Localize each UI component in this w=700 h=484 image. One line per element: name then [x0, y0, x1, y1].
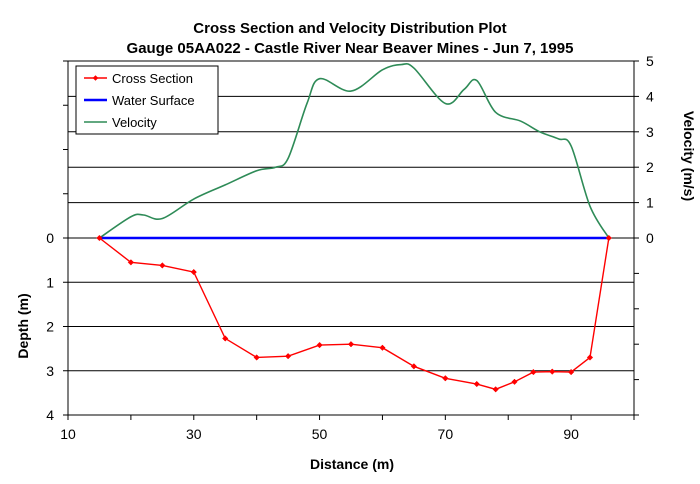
- cross-section-point: [159, 262, 166, 269]
- depth-tick-label: 4: [46, 407, 54, 423]
- x-tick-label: 10: [60, 426, 76, 442]
- cross-section-line: [99, 237, 610, 391]
- x-tick-label: 70: [438, 426, 454, 442]
- chart-title: Cross Section and Velocity Distribution …: [193, 20, 506, 37]
- cross-section-point: [379, 344, 386, 351]
- cross-section-point: [605, 234, 612, 242]
- cross-section-point: [511, 378, 518, 385]
- axis-layer: 10 30 50 70 90 0 1 2 3 4 0 1 2 3 4 5: [46, 53, 654, 442]
- legend-label: Cross Section: [112, 71, 193, 86]
- cross-section-point: [442, 375, 449, 382]
- cross-section-point: [347, 341, 355, 348]
- cross-section-point: [530, 368, 537, 376]
- cross-section-point: [549, 368, 556, 375]
- chart-subtitle: Gauge 05AA022 - Castle River Near Beaver…: [127, 40, 574, 57]
- velocity-line: [98, 62, 610, 239]
- cross-section-point: [410, 363, 418, 370]
- x-tick-label: 50: [312, 426, 328, 442]
- cross-section-point: [253, 354, 260, 361]
- cross-section-point: [284, 352, 292, 360]
- legend: Cross Section Water Surface Velocity: [75, 65, 219, 135]
- y-axis-label-right: Velocity (m/s): [681, 111, 697, 201]
- velocity-tick-label: 0: [646, 230, 654, 246]
- legend-label: Water Surface: [112, 93, 195, 108]
- x-tick-label: 90: [563, 426, 579, 442]
- depth-tick-label: 1: [46, 274, 54, 290]
- y-axis-label-left: Depth (m): [15, 293, 31, 358]
- cross-section-point: [127, 259, 135, 266]
- cross-section-point: [190, 268, 197, 276]
- cross-section-point: [473, 380, 480, 388]
- cross-section-point: [492, 386, 499, 393]
- legend-label: Velocity: [112, 115, 157, 130]
- velocity-tick-label: 2: [646, 159, 654, 175]
- cross-section-point: [96, 234, 103, 242]
- cross-section-point: [222, 335, 229, 342]
- depth-tick-label: 3: [46, 363, 54, 379]
- depth-tick-label: 2: [46, 319, 54, 335]
- velocity-tick-label: 5: [646, 53, 654, 69]
- velocity-tick-label: 4: [646, 88, 654, 104]
- x-tick-label: 30: [186, 426, 202, 442]
- cross-section-point: [586, 354, 594, 361]
- cross-section-point: [567, 368, 575, 376]
- cross-section-point: [316, 341, 323, 349]
- legend-marker: [92, 75, 99, 81]
- velocity-tick-label: 3: [646, 124, 654, 140]
- x-axis-label: Distance (m): [310, 456, 394, 472]
- series-layer: [96, 62, 612, 393]
- depth-tick-label: 0: [46, 230, 54, 246]
- velocity-tick-label: 1: [646, 195, 654, 211]
